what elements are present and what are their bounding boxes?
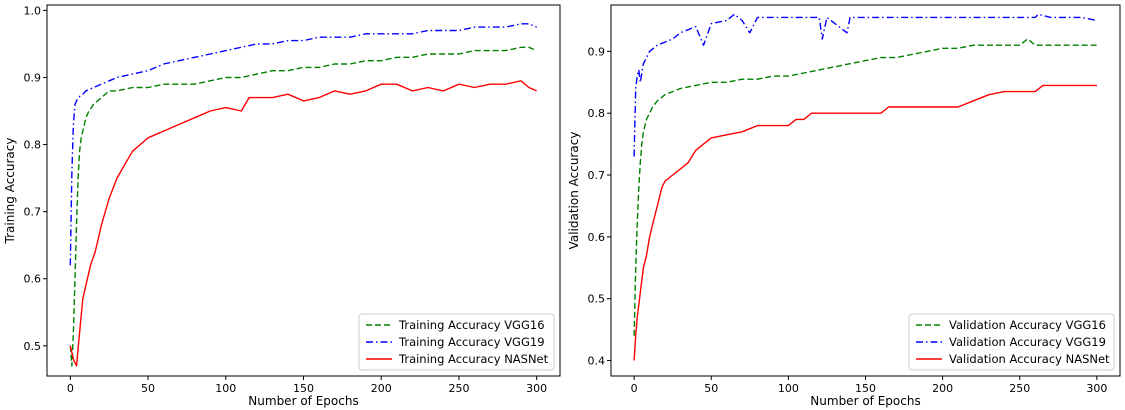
training-x-tick-label: 0 [67, 382, 74, 395]
training-x-tick-label: 250 [448, 382, 469, 395]
validation-x-tick-label: 250 [1009, 382, 1030, 395]
training-series-line-1 [69, 46, 537, 367]
training-legend-label-1: Training Accuracy VGG16 [398, 318, 545, 332]
validation-x-tick-label: 0 [631, 382, 638, 395]
validation-x-tick-label: 100 [778, 382, 799, 395]
validation-legend-label-2: Validation Accuracy VGG19 [949, 335, 1106, 349]
training-y-tick-label: 0.8 [24, 139, 42, 152]
training-x-tick-label: 100 [215, 382, 236, 395]
training-y-axis-label: Training Accuracy [3, 138, 17, 245]
training-series-line-2 [69, 23, 537, 266]
training-y-tick-label: 0.9 [24, 71, 42, 84]
validation-x-tick-label: 150 [855, 382, 876, 395]
training-x-tick-label: 300 [526, 382, 547, 395]
training-y-tick-label: 0.7 [24, 206, 42, 219]
validation-y-tick-label: 0.4 [588, 355, 606, 368]
validation-legend: Validation Accuracy VGG16 Validation Accu… [908, 313, 1115, 371]
training-legend: Training Accuracy VGG16 Training Accuracy… [358, 313, 555, 371]
validation-y-tick-label: 0.6 [588, 231, 606, 244]
validation-y-tick-label: 0.8 [588, 107, 606, 120]
validation-legend-label-3: Validation Accuracy NASNet [949, 352, 1110, 366]
training-y-tick-label: 0.6 [24, 273, 42, 286]
training-chart: 0 50 100 150 200 250 300 0.5 0.6 0.7 0.8 0.9 1.0 Numb… [3, 4, 561, 408]
training-x-axis-label: Number of Epochs [248, 394, 358, 408]
training-y-tick-label: 0.5 [24, 340, 42, 353]
validation-x-tick-label: 50 [704, 382, 718, 395]
training-legend-box [358, 313, 555, 371]
training-legend-label-3: Training Accuracy NASNet [398, 352, 549, 366]
validation-series-line-2 [633, 13, 1098, 157]
validation-y-tick-label: 0.5 [588, 293, 606, 306]
training-x-tick-label: 150 [293, 382, 314, 395]
training-x-tick-label: 50 [141, 382, 155, 395]
validation-x-tick-label: 300 [1086, 382, 1107, 395]
training-series-line-3 [69, 80, 537, 367]
training-legend-label-2: Training Accuracy VGG19 [398, 335, 545, 349]
validation-chart: 0 50 100 150 200 250 300 0.4 0.5 0.6 0.7 0.8 0.9 Numb… [567, 4, 1121, 408]
validation-x-axis-label: Number of Epochs [810, 394, 920, 408]
training-y-tick-label: 1.0 [24, 4, 42, 17]
validation-legend-label-1: Validation Accuracy VGG16 [949, 318, 1106, 332]
validation-y-tick-label: 0.7 [588, 169, 606, 182]
validation-series-line-1 [633, 38, 1097, 336]
training-x-tick-label: 200 [371, 382, 392, 395]
validation-y-axis-label: Validation Accuracy [567, 132, 581, 250]
validation-series-line-3 [633, 84, 1097, 361]
validation-legend-box [908, 313, 1115, 371]
validation-y-tick-label: 0.9 [588, 45, 606, 58]
validation-x-tick-label: 200 [932, 382, 953, 395]
